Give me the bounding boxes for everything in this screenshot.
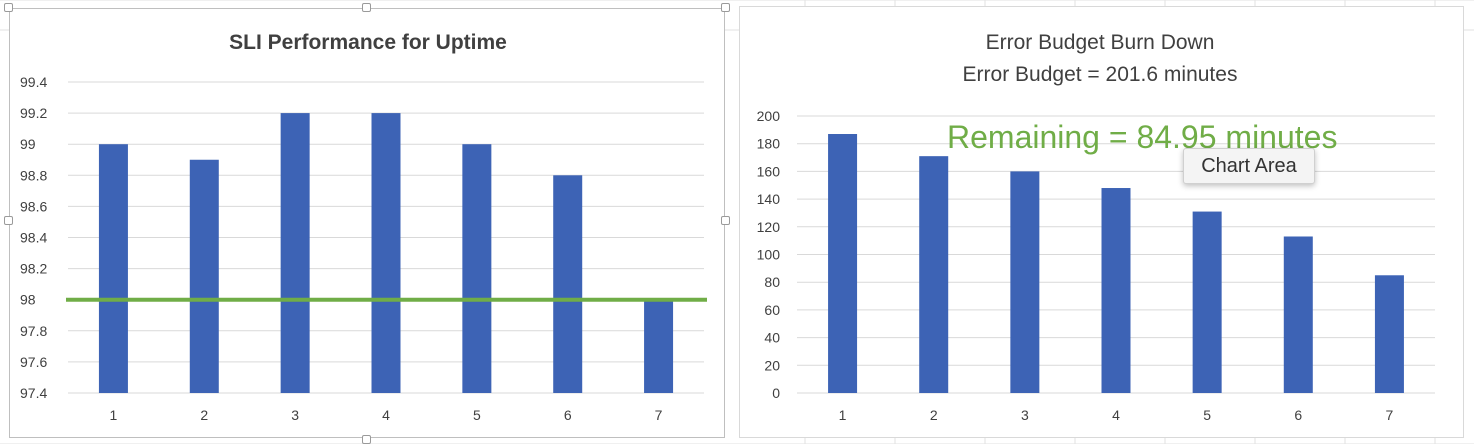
- error-budget-x-tick-label: 3: [1021, 407, 1029, 423]
- error-budget-x-tick-label: 5: [1203, 407, 1211, 423]
- error-budget-y-tick-label: 20: [764, 357, 780, 373]
- sli-x-tick-label: 7: [655, 407, 663, 423]
- resize-handle-bottom-center[interactable]: [362, 435, 371, 444]
- error-budget-chart-svg: Error Budget Burn Down Error Budget = 20…: [757, 31, 1435, 423]
- error-budget-bar-3[interactable]: [1010, 171, 1040, 393]
- error-budget-y-tick-label: 40: [764, 330, 780, 346]
- error-budget-chart-area[interactable]: Error Budget Burn Down Error Budget = 20…: [739, 6, 1464, 438]
- sli-x-tick-label: 1: [110, 407, 118, 423]
- error-budget-bar-4[interactable]: [1101, 188, 1131, 393]
- error-budget-y-tick-label: 60: [764, 302, 780, 318]
- sli-x-tick-label: 3: [291, 407, 299, 423]
- error-budget-chart-subtitle: Error Budget = 201.6 minutes: [963, 63, 1238, 86]
- sli-y-tick-label: 98.4: [20, 230, 47, 246]
- error-budget-x-tick-label: 2: [930, 407, 938, 423]
- error-budget-y-tick-label: 80: [764, 274, 780, 290]
- sli-y-tick-label: 97.6: [20, 354, 47, 370]
- sli-y-tick-label: 99.2: [20, 105, 47, 121]
- sli-y-tick-label: 98.8: [20, 167, 47, 183]
- sli-y-tick-label: 99: [20, 136, 36, 152]
- sli-bar-7[interactable]: [644, 299, 674, 393]
- error-budget-y-tick-label: 0: [772, 385, 780, 401]
- error-budget-y-tick-label: 120: [757, 219, 781, 235]
- error-budget-y-tick-label: 180: [757, 136, 781, 152]
- error-budget-y-tick-label: 100: [757, 247, 781, 263]
- error-budget-y-tick-label: 140: [757, 191, 781, 207]
- sli-x-tick-label: 4: [382, 407, 390, 423]
- error-budget-bar-5[interactable]: [1192, 211, 1222, 393]
- resize-handle-middle-left[interactable]: [4, 216, 13, 225]
- sli-chart-area[interactable]: SLI Performance for Uptime 97.4 97.6 97.8 9…: [9, 8, 725, 438]
- error-budget-y-tick-label: 200: [757, 108, 781, 124]
- sli-y-tick-label: 97.4: [20, 385, 47, 401]
- resize-handle-top-right[interactable]: [721, 3, 730, 12]
- resize-handle-top-left[interactable]: [4, 3, 13, 12]
- sli-x-tick-label: 6: [564, 407, 572, 423]
- error-budget-bar-1[interactable]: [828, 134, 858, 393]
- sli-y-tick-label: 97.8: [20, 323, 47, 339]
- sli-y-tick-label: 98.2: [20, 261, 47, 277]
- sli-bar-3[interactable]: [280, 113, 310, 393]
- error-budget-x-tick-label: 7: [1386, 407, 1394, 423]
- error-budget-x-tick-label: 1: [839, 407, 847, 423]
- sli-y-tick-label: 98: [20, 292, 36, 308]
- sli-bar-1[interactable]: [98, 144, 128, 393]
- sli-bar-4[interactable]: [371, 113, 401, 393]
- error-budget-x-tick-label: 4: [1112, 407, 1120, 423]
- sli-bar-5[interactable]: [462, 144, 492, 393]
- error-budget-x-tick-label: 6: [1294, 407, 1302, 423]
- sli-bar-6[interactable]: [553, 175, 583, 393]
- sli-x-tick-label: 2: [200, 407, 208, 423]
- error-budget-bar-7[interactable]: [1374, 275, 1404, 393]
- error-budget-bar-2[interactable]: [919, 156, 949, 393]
- chart-area-tooltip: Chart Area: [1183, 148, 1315, 184]
- sli-y-tick-label: 98.6: [20, 198, 47, 214]
- sli-x-tick-label: 5: [473, 407, 481, 423]
- sli-chart-title: SLI Performance for Uptime: [229, 31, 507, 54]
- resize-handle-middle-right[interactable]: [721, 216, 730, 225]
- error-budget-chart-title: Error Budget Burn Down: [986, 31, 1215, 54]
- sli-bar-2[interactable]: [189, 159, 219, 393]
- error-budget-bar-6[interactable]: [1283, 236, 1313, 393]
- sli-y-tick-label: 99.4: [20, 74, 47, 90]
- error-budget-y-tick-label: 160: [757, 163, 781, 179]
- sli-chart-svg: SLI Performance for Uptime 97.4 97.6 97.8 9…: [20, 31, 707, 423]
- resize-handle-top-center[interactable]: [362, 3, 371, 12]
